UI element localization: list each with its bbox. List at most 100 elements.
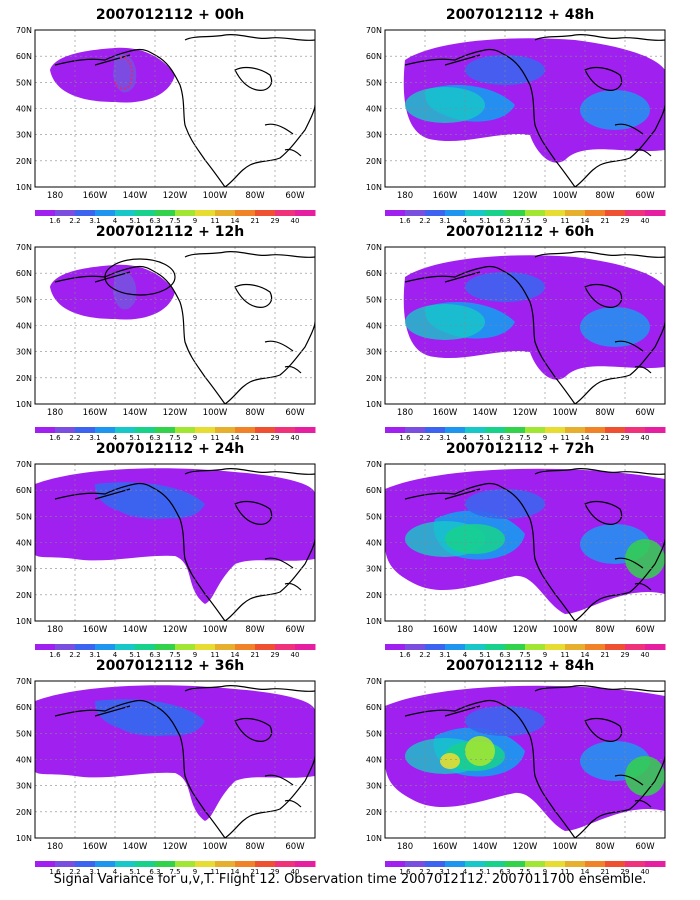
colorbar-label: 5.1	[479, 434, 490, 442]
plot-frame	[384, 463, 666, 622]
colorbar-label: 14	[231, 868, 240, 876]
lon-tick-label: 140W	[123, 842, 148, 852]
colorbar-swatch	[405, 861, 426, 867]
colorbar-swatch	[35, 861, 56, 867]
colorbar-swatch	[465, 210, 486, 216]
colorbar-swatch	[95, 861, 116, 867]
colorbar-swatch	[405, 210, 426, 216]
colorbar-swatch	[605, 427, 626, 433]
lon-tick-label: 140W	[123, 625, 148, 635]
colorbar-label: 5.1	[129, 217, 140, 225]
lat-tick-label: 70N	[16, 26, 32, 35]
map-plot: 70N 60N 50N 40N 30N 20N 10N 180 160W 140W 120W 100W…	[366, 26, 666, 225]
lon-tick-label: 180	[47, 408, 63, 418]
lat-tick-label: 10N	[366, 400, 382, 409]
colorbar-label: 1.6	[49, 434, 61, 442]
colorbar-swatch	[195, 861, 216, 867]
colorbar-swatch	[445, 644, 466, 650]
colorbar-label: 6.3	[149, 217, 160, 225]
lon-tick-label: 100W	[203, 625, 228, 635]
gridlines	[35, 30, 315, 187]
colorbar-label: 11	[211, 651, 220, 659]
colorbar-swatch	[235, 644, 256, 650]
plot-frame	[384, 29, 666, 188]
colorbar-label: 14	[581, 217, 590, 225]
colorbar-swatch	[215, 210, 236, 216]
map-panel-60h: 2007012112 + 60h 70N 60N 50N 40N 30N 20N 10N 18…	[350, 222, 690, 442]
colorbar-label: 14	[231, 651, 240, 659]
colorbar-label: 21	[601, 868, 610, 876]
colorbar-label: 4	[113, 217, 118, 225]
colorbar-swatch	[465, 644, 486, 650]
lon-tick-label: 180	[397, 842, 413, 852]
colorbar-label: 9	[193, 651, 197, 659]
colorbar-swatch	[135, 210, 156, 216]
lon-tick-label: 100W	[203, 842, 228, 852]
lon-tick-label: 80W	[245, 191, 265, 201]
lat-tick-label: 30N	[16, 782, 32, 791]
colorbar: 1.6 2.2 3.1 4 5.1 6.3 7.5 9 11 14 21 29 40	[385, 861, 666, 876]
colorbar-swatch	[405, 427, 426, 433]
panel-title: 2007012112 + 60h	[445, 224, 595, 240]
colorbar-swatch	[425, 644, 446, 650]
colorbar-label: 4	[463, 651, 468, 659]
lon-tick-label: 180	[397, 408, 413, 418]
colorbar-label: 11	[561, 217, 570, 225]
flight-track	[114, 56, 133, 90]
colorbar-swatch	[295, 861, 316, 867]
colorbar-label: 2.2	[419, 868, 430, 876]
map-plot: 70N 60N 50N 40N 30N 20N 10N 180 160W 140W 120W 100W…	[366, 243, 666, 442]
colorbar-label: 6.3	[499, 868, 510, 876]
colorbar-swatch	[75, 427, 96, 433]
colorbar-label: 9	[543, 651, 547, 659]
colorbar-label: 7.5	[169, 868, 180, 876]
colorbar-label: 29	[621, 217, 630, 225]
lat-tick-label: 70N	[16, 243, 32, 252]
colorbar-swatch	[255, 861, 276, 867]
colorbar-swatch	[485, 644, 506, 650]
colorbar-label: 29	[271, 868, 280, 876]
lat-tick-label: 60N	[366, 269, 382, 278]
colorbar-label: 4	[463, 434, 468, 442]
lat-tick-label: 50N	[366, 729, 382, 738]
colorbar-label: 14	[231, 434, 240, 442]
colorbar-label: 5.1	[479, 651, 490, 659]
colorbar-swatch	[505, 427, 526, 433]
colorbar-label: 7.5	[169, 217, 180, 225]
map-panel-00h: 2007012112 + 00h 70N 60N 50N 40N 30N 20N 10N 18…	[0, 5, 340, 225]
colorbar-swatch	[605, 861, 626, 867]
lat-tick-label: 10N	[16, 400, 32, 409]
colorbar-label: 29	[621, 434, 630, 442]
variance-shading	[35, 468, 315, 604]
colorbar-swatch	[135, 861, 156, 867]
colorbar-label: 3.1	[89, 651, 100, 659]
lon-tick-label: 140W	[473, 842, 498, 852]
map-plot: 70N 60N 50N 40N 30N 20N 10N 180 160W 140W 120W 100W…	[16, 460, 316, 659]
colorbar-swatch	[175, 427, 196, 433]
colorbar-swatch	[545, 644, 566, 650]
colorbar-label: 40	[641, 868, 650, 876]
colorbar-label: 5.1	[129, 434, 140, 442]
lat-tick-label: 20N	[16, 591, 32, 600]
colorbar-swatch	[585, 861, 606, 867]
coastlines	[404, 685, 665, 838]
colorbar-label: 11	[561, 434, 570, 442]
colorbar-label: 9	[193, 868, 197, 876]
map-panel-24h: 2007012112 + 24h 70N 60N 50N 40N 30N 20N 10N 18…	[0, 439, 340, 659]
lat-tick-label: 40N	[16, 756, 32, 765]
lat-tick-label: 70N	[366, 677, 382, 686]
lat-tick-label: 50N	[366, 295, 382, 304]
colorbar-swatch	[155, 861, 176, 867]
lon-tick-label: 60W	[285, 408, 305, 418]
lat-tick-label: 10N	[366, 834, 382, 843]
gridlines	[35, 681, 315, 838]
colorbar-swatch	[465, 861, 486, 867]
colorbar-swatch	[445, 427, 466, 433]
colorbar-swatch	[505, 861, 526, 867]
colorbar-label: 3.1	[439, 651, 450, 659]
lon-tick-label: 60W	[285, 625, 305, 635]
colorbar: 1.6 2.2 3.1 4 5.1 6.3 7.5 9 11 14 21 29 40	[35, 210, 316, 225]
colorbar: 1.6 2.2 3.1 4 5.1 6.3 7.5 9 11 14 21 29 40	[35, 861, 316, 876]
map-plot: 70N 60N 50N 40N 30N 20N 10N 180 160W 140W 120W 100W…	[366, 460, 666, 659]
colorbar-label: 5.1	[129, 651, 140, 659]
